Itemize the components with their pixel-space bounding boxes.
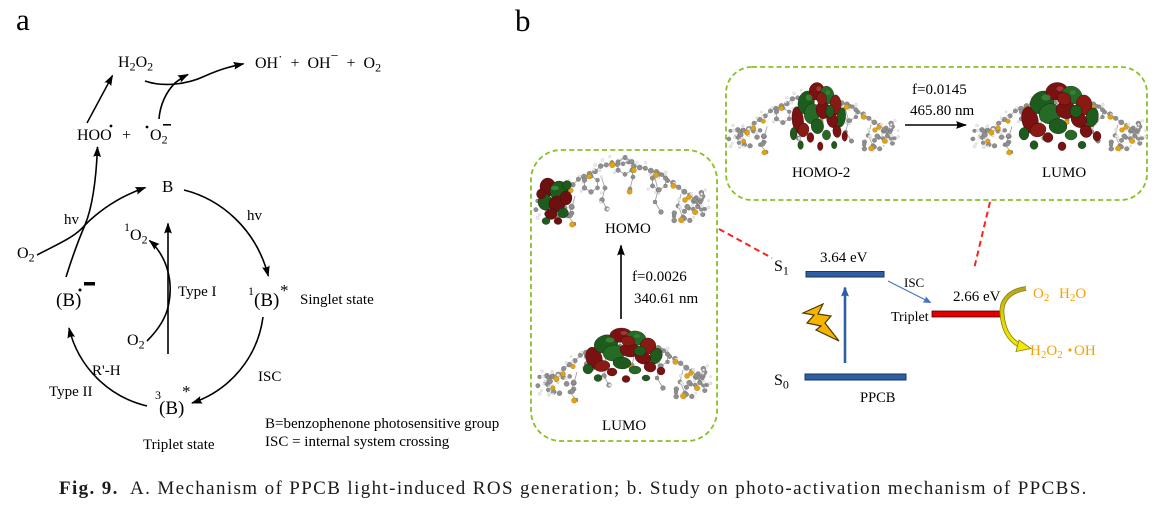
svg-text:1: 1 (248, 284, 254, 298)
svg-text:OH· + OH− + O2: OH· + OH− + O2 (255, 49, 381, 75)
svg-text:H2O: H2O (1059, 286, 1086, 304)
svg-text:ISC = internal system crossing: ISC = internal system crossing (265, 434, 450, 450)
svg-text:Type II: Type II (49, 384, 93, 400)
svg-text:O2: O2 (150, 127, 168, 147)
svg-text:hv: hv (247, 208, 263, 224)
svg-text:Singlet state: Singlet state (300, 292, 374, 308)
svg-text:O2: O2 (127, 332, 145, 352)
svg-text:S0: S0 (774, 372, 789, 392)
svg-text:2.66 eV: 2.66 eV (953, 289, 1001, 305)
svg-text:Triplet state: Triplet state (143, 437, 215, 453)
svg-text:465.80 nm: 465.80 nm (910, 103, 975, 119)
svg-text:*: * (182, 382, 191, 401)
svg-text:a: a (16, 2, 30, 37)
svg-text:f=0.0026: f=0.0026 (632, 269, 687, 285)
svg-text:LUMO: LUMO (602, 418, 646, 434)
svg-text:3.64 eV: 3.64 eV (820, 250, 868, 266)
svg-text:(B): (B) (159, 398, 184, 419)
svg-text:(B): (B) (56, 290, 81, 311)
svg-text:ISC: ISC (258, 369, 281, 385)
svg-text:*: * (280, 281, 289, 300)
svg-text:LUMO: LUMO (1042, 165, 1086, 181)
svg-text:340.61 nm: 340.61 nm (634, 291, 699, 307)
svg-text:ISC: ISC (904, 275, 924, 290)
svg-text:f=0.0145: f=0.0145 (912, 82, 967, 98)
svg-text:H2O2: H2O2 (1030, 343, 1063, 361)
svg-text:B=benzophenone photosensitive: B=benzophenone photosensitive group (265, 416, 499, 432)
svg-text:+: + (122, 127, 131, 144)
svg-text:B: B (162, 177, 173, 196)
svg-text:OH: OH (1074, 343, 1096, 359)
svg-text:S1: S1 (774, 258, 789, 278)
svg-text:O2: O2 (130, 227, 148, 247)
svg-text:3: 3 (155, 388, 161, 402)
svg-text:1: 1 (124, 220, 130, 234)
svg-text:PPCB: PPCB (860, 390, 895, 406)
svg-text:HOMO: HOMO (605, 221, 651, 237)
svg-text:H2O2: H2O2 (118, 54, 153, 74)
svg-text:(B): (B) (254, 290, 279, 311)
svg-text:hv: hv (64, 212, 80, 228)
svg-text:b: b (515, 3, 531, 38)
svg-text:O2: O2 (1033, 286, 1049, 304)
svg-text:HOO: HOO (77, 127, 112, 144)
svg-text:HOMO-2: HOMO-2 (792, 165, 850, 181)
svg-text:R'-H: R'-H (92, 363, 121, 379)
svg-text:O2: O2 (17, 245, 35, 265)
svg-text:Type I: Type I (178, 284, 217, 300)
svg-text:Triplet: Triplet (891, 310, 929, 325)
